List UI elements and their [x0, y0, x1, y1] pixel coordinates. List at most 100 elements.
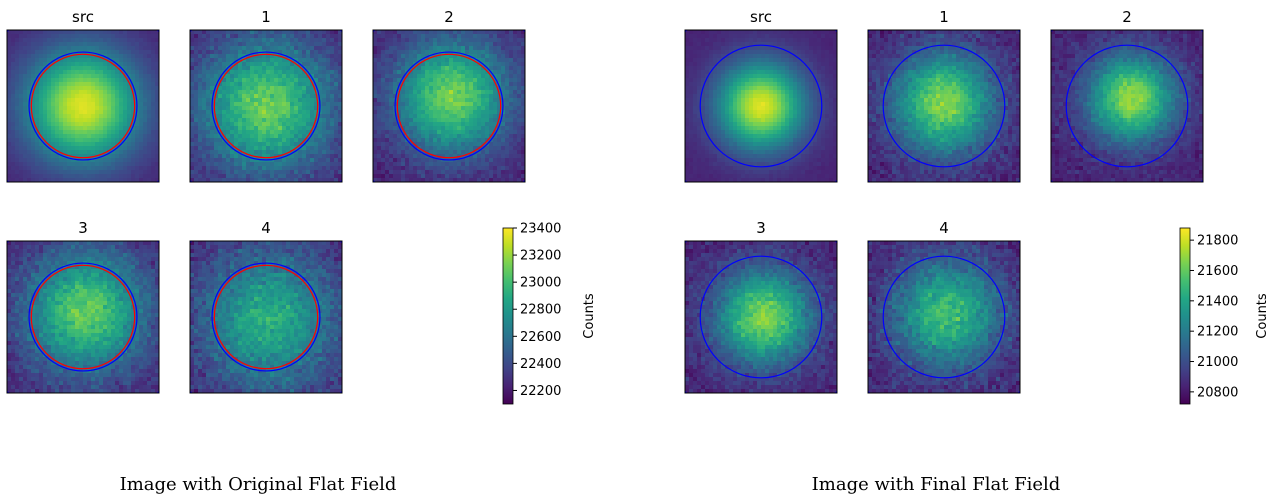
heatmap-cell	[513, 66, 518, 71]
heatmap-cell	[517, 50, 522, 55]
heatmap-cell	[421, 38, 426, 43]
heatmap-cell	[210, 30, 215, 35]
heatmap-cell	[437, 66, 442, 71]
heatmap-cell	[385, 122, 390, 127]
heatmap-cell	[79, 138, 84, 143]
heatmap-cell	[477, 170, 482, 175]
heatmap-cell	[47, 106, 52, 111]
heatmap-cell	[401, 30, 406, 35]
heatmap-cell	[469, 62, 474, 67]
heatmap-cell	[246, 50, 251, 55]
heatmap-cell	[413, 94, 418, 99]
heatmap-cell	[99, 241, 104, 246]
heatmap-cell	[489, 42, 494, 47]
heatmap-cell	[493, 138, 498, 143]
heatmap-cell	[23, 301, 28, 306]
heatmap-cell	[254, 158, 259, 163]
heatmap-cell	[485, 38, 490, 43]
heatmap-cell	[87, 154, 92, 159]
heatmap-cell	[23, 54, 28, 59]
heatmap-cell	[258, 110, 263, 115]
heatmap-cell	[55, 54, 60, 59]
heatmap-cell	[334, 134, 339, 139]
heatmap-cell	[27, 241, 32, 246]
heatmap-cell	[143, 94, 148, 99]
heatmap-cell	[155, 46, 159, 51]
heatmap-cell	[143, 58, 148, 63]
heatmap-cell	[75, 142, 80, 147]
heatmap-cell	[501, 114, 506, 119]
heatmap-cell	[286, 38, 291, 43]
heatmap-cell	[294, 166, 299, 171]
heatmap-cell	[139, 154, 144, 159]
panel-original-3: 3	[6, 219, 160, 394]
heatmap-cell	[47, 90, 52, 95]
heatmap-cell	[119, 293, 124, 298]
heatmap-cell	[429, 130, 434, 135]
heatmap-cell	[218, 134, 223, 139]
heatmap-cell	[143, 166, 148, 171]
heatmap-cell	[485, 74, 490, 79]
heatmap-cell	[139, 297, 144, 302]
heatmap-cell	[278, 82, 283, 87]
heatmap-cell	[310, 170, 315, 175]
heatmap-cell	[155, 162, 159, 167]
heatmap-cell	[393, 62, 398, 67]
heatmap-cell	[139, 277, 144, 282]
heatmap-cell	[306, 178, 311, 182]
heatmap-cell	[501, 126, 506, 131]
heatmap-cell	[47, 301, 52, 306]
heatmap-cell	[294, 34, 299, 39]
heatmap-cell	[509, 114, 514, 119]
heatmap-cell	[222, 154, 227, 159]
heatmap-cell	[330, 138, 335, 143]
heatmap-cell	[238, 90, 243, 95]
heatmap-cell	[111, 289, 116, 294]
heatmap-cell	[206, 54, 211, 59]
heatmap-cell	[441, 166, 446, 171]
heatmap-cell	[87, 162, 92, 167]
heatmap-cell	[91, 34, 96, 39]
heatmap-cell	[119, 118, 124, 123]
heatmap-cell	[143, 174, 148, 179]
heatmap-cell	[19, 54, 24, 59]
heatmap-cell	[131, 66, 136, 71]
heatmap-cell	[429, 58, 434, 63]
heatmap-cell	[429, 162, 434, 167]
heatmap-cell	[433, 86, 438, 91]
heatmap-cell	[15, 261, 20, 266]
heatmap-cell	[139, 110, 144, 115]
heatmap-cell	[270, 150, 275, 155]
heatmap-cell	[469, 66, 474, 71]
heatmap-cell	[318, 166, 323, 171]
heatmap-cell	[83, 154, 88, 159]
heatmap-cell	[449, 150, 454, 155]
heatmap-cell	[254, 94, 259, 99]
heatmap-cell	[87, 130, 92, 135]
heatmap-cell	[7, 90, 12, 95]
heatmap-cell	[505, 138, 510, 143]
heatmap-cell	[338, 78, 342, 83]
heatmap-cell	[286, 34, 291, 39]
heatmap-cell	[338, 98, 342, 103]
heatmap-cell	[421, 106, 426, 111]
heatmap-cell	[441, 162, 446, 167]
heatmap-cell	[155, 277, 159, 282]
heatmap-cell	[115, 102, 120, 107]
heatmap-cell	[147, 257, 152, 262]
heatmap-cell	[194, 86, 199, 91]
heatmap-cell	[322, 126, 327, 131]
heatmap-cell	[135, 114, 140, 119]
heatmap-cell	[250, 126, 255, 131]
heatmap-cell	[19, 174, 24, 179]
heatmap-cell	[517, 38, 522, 43]
heatmap-cell	[242, 126, 247, 131]
heatmap-cell	[501, 142, 506, 147]
heatmap-cell	[449, 30, 454, 35]
heatmap-cell	[55, 46, 60, 51]
panel-frame	[6, 29, 160, 183]
heatmap-cell	[401, 86, 406, 91]
heatmap-cell	[47, 94, 52, 99]
heatmap-cell	[421, 158, 426, 163]
heatmap-cell	[139, 170, 144, 175]
